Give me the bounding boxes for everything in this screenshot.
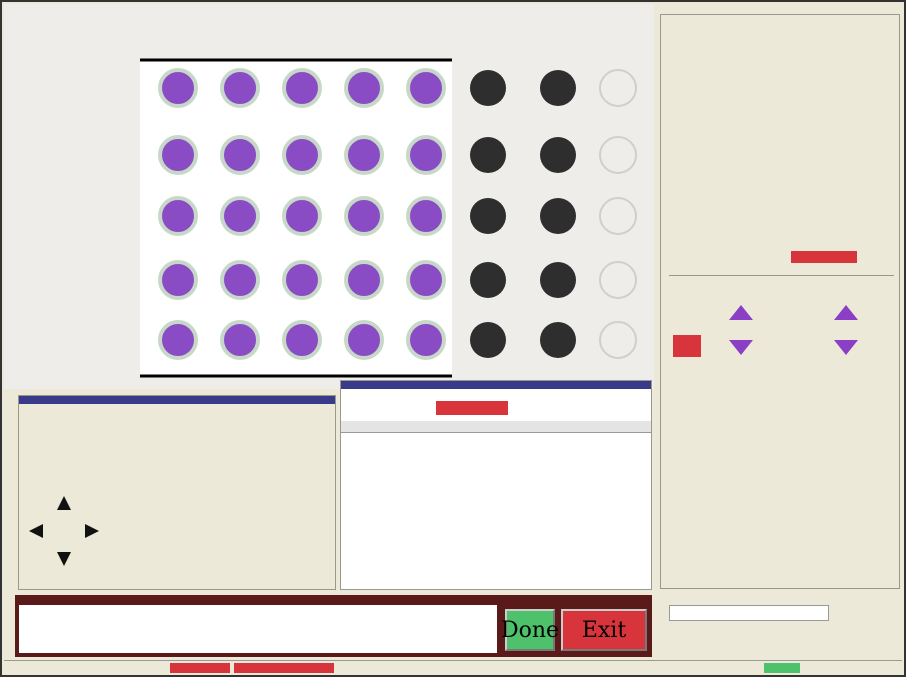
status-indicator [673, 335, 701, 357]
arrow-down[interactable] [729, 340, 753, 355]
arrow-left[interactable] [29, 524, 43, 538]
table-header [341, 421, 651, 433]
picked-well [282, 135, 322, 175]
picked-well [220, 196, 260, 236]
well [540, 70, 576, 106]
well [540, 262, 576, 298]
separator [669, 275, 894, 276]
status-indicator [170, 663, 230, 673]
settings-panel [660, 14, 900, 621]
done-button[interactable]: Done [501, 609, 559, 651]
status-indicator [791, 251, 857, 263]
status-indicator [764, 663, 800, 673]
well [470, 198, 506, 234]
arrow-up[interactable] [57, 496, 71, 510]
panel-titlebar [19, 396, 335, 404]
empty-well [599, 69, 637, 107]
picked-well [220, 260, 260, 300]
arrow-down[interactable] [57, 552, 71, 566]
picked-well [220, 320, 260, 360]
camera-view [4, 4, 654, 389]
exit-button[interactable]: Exit [561, 609, 647, 651]
well [540, 322, 576, 358]
picked-well [406, 260, 446, 300]
picked-well [282, 68, 322, 108]
well [470, 322, 506, 358]
well [540, 137, 576, 173]
arrow-right[interactable] [85, 524, 99, 538]
picked-well [158, 135, 198, 175]
message-bar: Done Exit [15, 595, 652, 657]
status-indicator [234, 663, 334, 673]
picked-well [344, 196, 384, 236]
picked-well [282, 320, 322, 360]
results-table [340, 380, 652, 590]
panel-titlebar [341, 381, 651, 389]
picked-well [406, 68, 446, 108]
picked-well [158, 260, 198, 300]
picked-well [344, 68, 384, 108]
picked-well [344, 260, 384, 300]
picked-well [158, 196, 198, 236]
empty-well [599, 136, 637, 174]
jog-pad [29, 496, 99, 566]
arrow-down[interactable] [834, 340, 858, 355]
status-bar [4, 660, 902, 674]
picked-well [344, 320, 384, 360]
message-text [19, 605, 497, 653]
input-field[interactable] [669, 605, 829, 621]
well [540, 198, 576, 234]
picked-well [158, 68, 198, 108]
arrow-up[interactable] [729, 305, 753, 320]
empty-well [599, 197, 637, 235]
well [470, 137, 506, 173]
picked-well [220, 68, 260, 108]
empty-well [599, 261, 637, 299]
well [470, 70, 506, 106]
status-indicator [436, 401, 508, 415]
jog-arrows [729, 305, 858, 355]
picked-well [282, 196, 322, 236]
well [470, 262, 506, 298]
motion-panel [18, 395, 336, 590]
picked-well [282, 260, 322, 300]
well-grid [158, 68, 637, 360]
picked-well [406, 196, 446, 236]
picked-well [158, 320, 198, 360]
picked-well [344, 135, 384, 175]
picked-well [406, 135, 446, 175]
picked-well [220, 135, 260, 175]
arrow-up[interactable] [834, 305, 858, 320]
empty-well [599, 321, 637, 359]
picked-well [406, 320, 446, 360]
